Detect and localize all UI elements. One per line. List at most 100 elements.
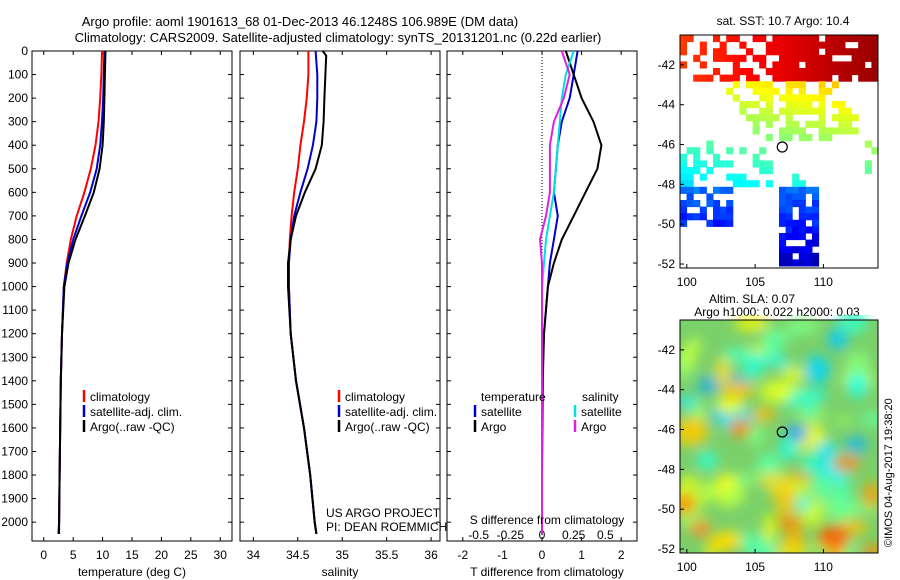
sst-cell (818, 54, 826, 62)
sst-cell (831, 127, 839, 135)
depth-tick-label: 1400 (1, 374, 28, 388)
sst-cell (851, 127, 859, 135)
sst-cell (871, 74, 879, 82)
x-tick-label: -2 (457, 548, 468, 562)
sla-blob (774, 490, 798, 518)
salinity-axis-label: salinity (322, 565, 359, 579)
sst-cell (739, 41, 747, 49)
sst-cell (792, 74, 800, 82)
sst-cell (680, 206, 688, 214)
map-y-tick-label: -50 (658, 217, 676, 231)
sla-map (680, 315, 878, 553)
sst-cell (805, 226, 813, 234)
s-tick-label: -0.25 (497, 528, 525, 542)
sst-cell (746, 68, 754, 76)
depth-tick-label: 0 (21, 44, 28, 58)
sst-cell (746, 48, 754, 56)
salinity-panel-frame (239, 50, 441, 542)
map-x-tick-label: 100 (677, 275, 697, 289)
legend-label-t-satellite: satellite (481, 405, 522, 419)
sst-cell (785, 206, 793, 214)
sst-cell (752, 160, 760, 168)
sst-cell (706, 147, 714, 155)
sst-cell (699, 206, 707, 214)
sla-map-frame (679, 319, 879, 554)
sla-blob (776, 516, 805, 530)
sst-cell (779, 233, 787, 241)
sst-cell (812, 193, 820, 201)
sst-cell (779, 134, 787, 142)
sst-cell (713, 35, 721, 43)
sst-cell (851, 48, 859, 56)
sst-cell (825, 61, 833, 69)
pi-credit: PI: DEAN ROEMMICH (326, 520, 447, 534)
sla-blob (688, 337, 703, 351)
argo-float-marker (776, 426, 788, 438)
sst-cell (792, 127, 800, 135)
sst-cell (699, 173, 707, 181)
sla-blob (751, 407, 775, 423)
sst-cell (812, 35, 820, 43)
sst-cell (792, 48, 800, 56)
sst-cell (825, 54, 833, 62)
sst-cell (713, 160, 721, 168)
sst-cell (759, 160, 767, 168)
sst-cell (871, 48, 879, 56)
x-tick-label: 25 (184, 548, 198, 562)
sst-cell (825, 68, 833, 76)
sst-cell (772, 61, 780, 69)
sla-blob (791, 479, 811, 499)
sst-cell (812, 252, 820, 260)
sst-cell (818, 74, 826, 82)
sla-blob (773, 543, 809, 553)
sst-cell (785, 101, 793, 109)
map-x-tick-label: 105 (745, 560, 765, 574)
x-tick-label: 5 (70, 548, 77, 562)
temperature-axis-label: temperature (deg C) (78, 565, 186, 579)
sst-cell (792, 219, 800, 227)
depth-tick-label: 1200 (1, 327, 28, 341)
legend-label-t-argo: Argo (481, 420, 507, 434)
sla-blob (816, 525, 851, 551)
sst-cell (693, 147, 701, 155)
sst-cell (752, 87, 760, 95)
s-tick-label: 0.5 (597, 528, 614, 542)
sst-cell (726, 74, 734, 82)
sst-cell (779, 54, 787, 62)
sst-cell (752, 74, 760, 82)
sst-cell (765, 120, 773, 128)
sst-cell (792, 246, 800, 254)
sst-cell (680, 48, 688, 56)
sst-cell (845, 107, 853, 115)
sla-blob (680, 494, 695, 514)
sst-cell (858, 61, 866, 69)
sst-cell (726, 219, 734, 227)
sst-cell (706, 74, 714, 82)
sla-map-title: Altim. SLA: 0.07 (709, 292, 795, 306)
difference-plot (538, 51, 603, 541)
sst-cell (805, 61, 813, 69)
x-tick-label: 36 (424, 548, 438, 562)
sla-blob (781, 367, 806, 381)
sst-cell (812, 94, 820, 102)
x-tick-label: 0 (539, 548, 546, 562)
sst-cell (792, 259, 800, 267)
sst-cell (719, 213, 727, 221)
sst-cell (752, 35, 760, 43)
x-tick-label: 34.5 (286, 548, 310, 562)
sst-cell (746, 180, 754, 188)
sst-cell (812, 213, 820, 221)
sla-blob (685, 418, 700, 434)
temperature-legend: climatology satellite-adj. clim. Argo(..… (82, 390, 182, 434)
sst-cell (759, 167, 767, 175)
sst-cell (818, 107, 826, 115)
sst-cell (779, 107, 787, 115)
sst-cell (785, 41, 793, 49)
sst-cell (785, 94, 793, 102)
sla-blob (804, 355, 830, 385)
map-y-tick-label: -46 (658, 423, 676, 437)
sst-cell (713, 186, 721, 194)
sst-cell (732, 54, 740, 62)
sst-cell (798, 206, 806, 214)
sst-cell (858, 54, 866, 62)
